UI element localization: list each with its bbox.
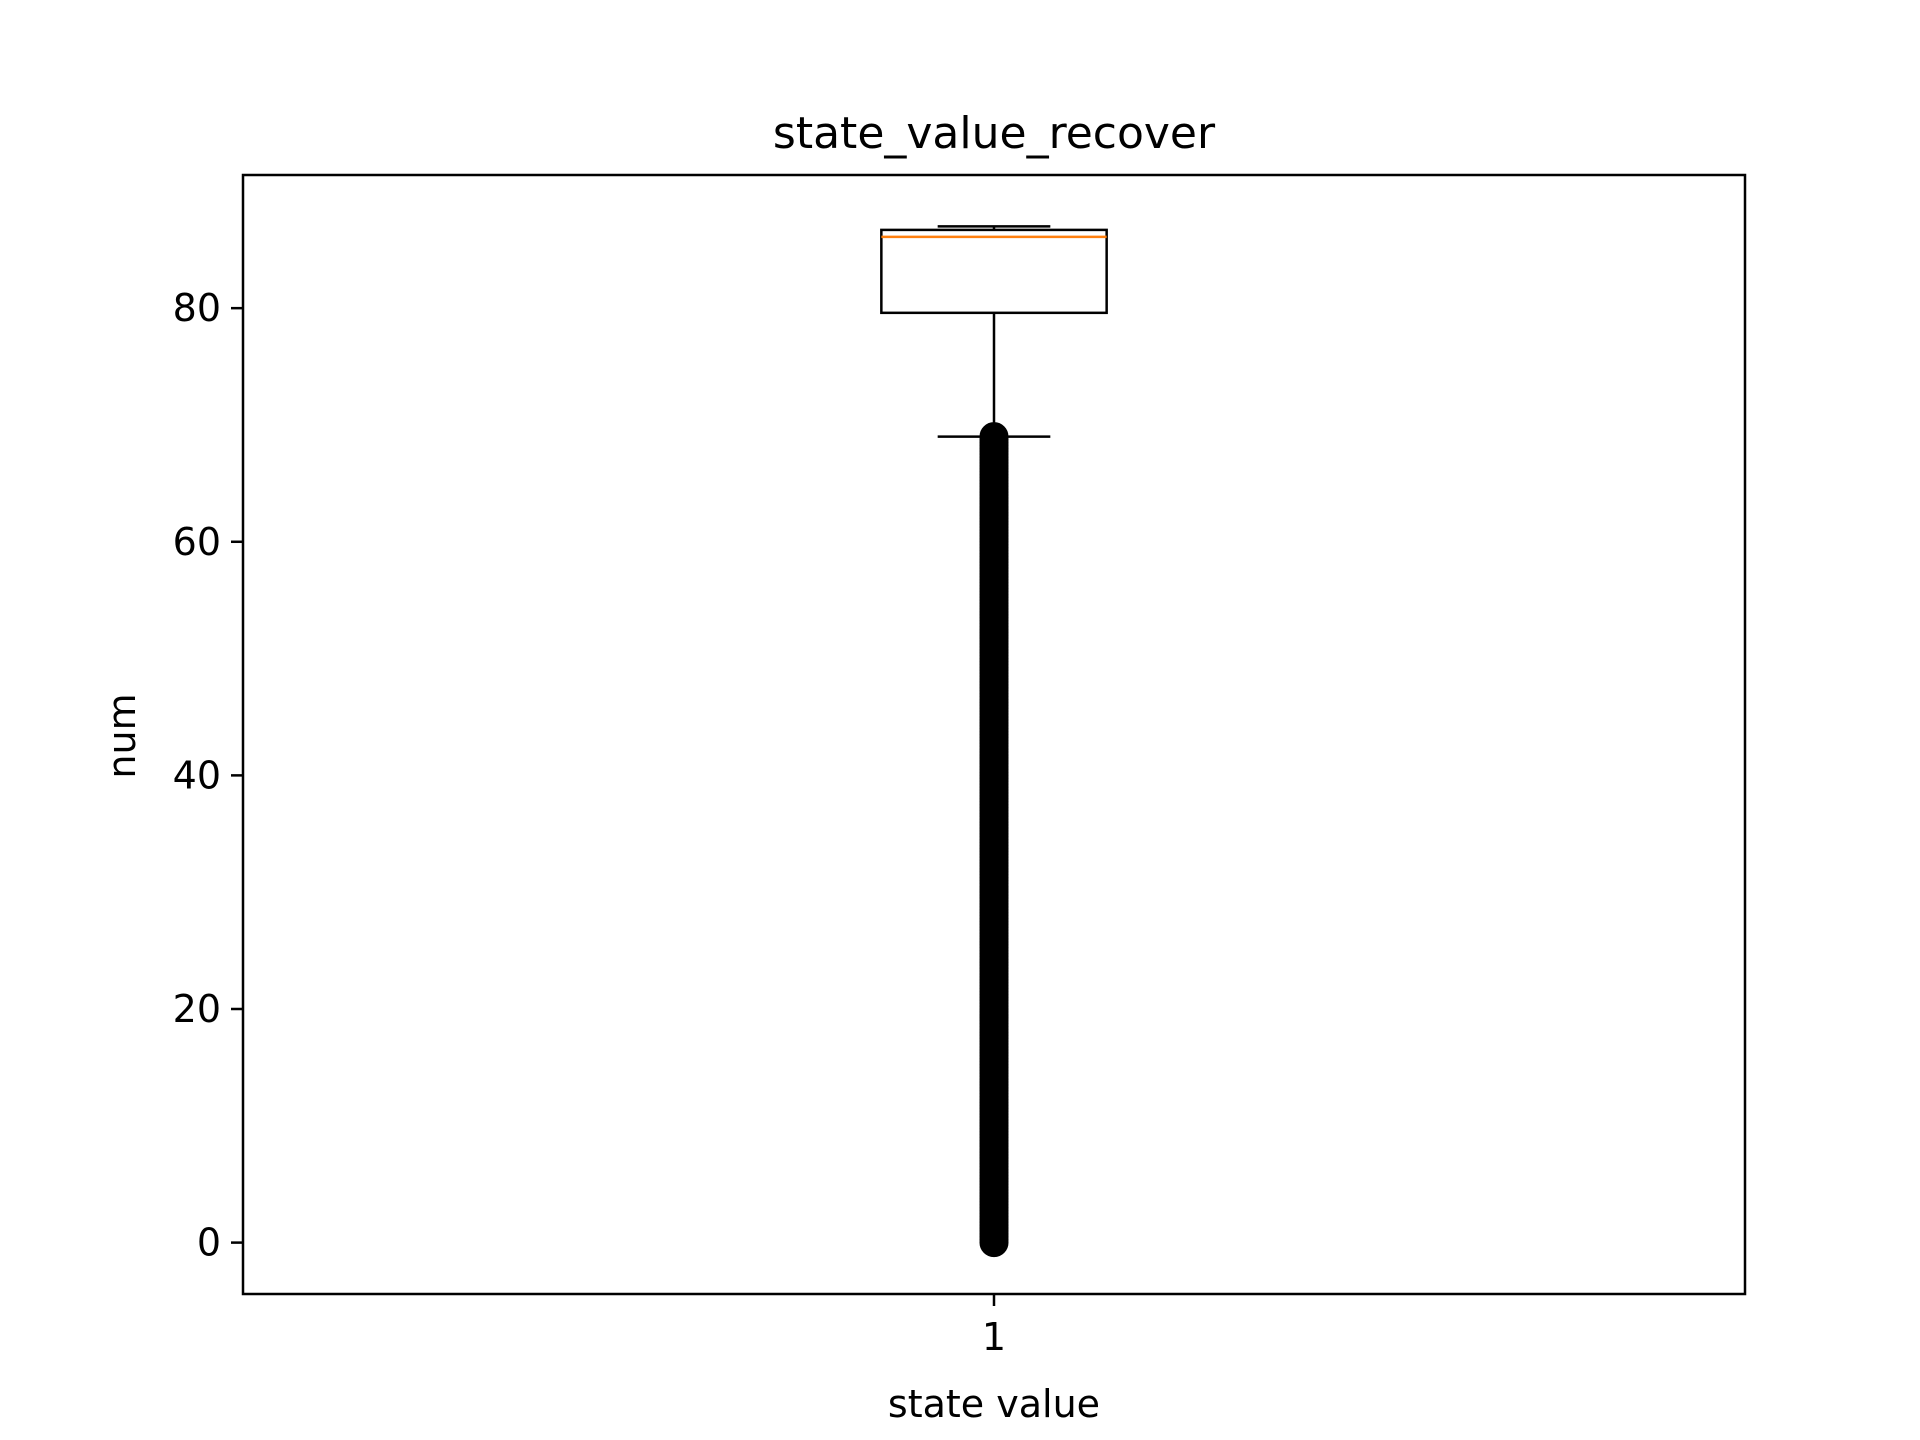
y-tick-label: 80 xyxy=(173,286,221,330)
x-axis-label: state value xyxy=(888,1382,1100,1426)
y-axis: 0 20 40 60 80 xyxy=(173,286,243,1265)
y-axis-label: num xyxy=(100,693,144,778)
y-tick-label: 40 xyxy=(173,753,221,797)
y-tick-label: 60 xyxy=(173,520,221,564)
y-tick-label: 0 xyxy=(197,1221,221,1265)
x-tick-label: 1 xyxy=(982,1315,1006,1359)
plot-area xyxy=(880,225,1108,1258)
box xyxy=(880,228,1108,315)
chart-title: state_value_recover xyxy=(773,108,1216,159)
x-axis: 1 xyxy=(982,1294,1006,1359)
y-tick-label: 20 xyxy=(173,987,221,1031)
